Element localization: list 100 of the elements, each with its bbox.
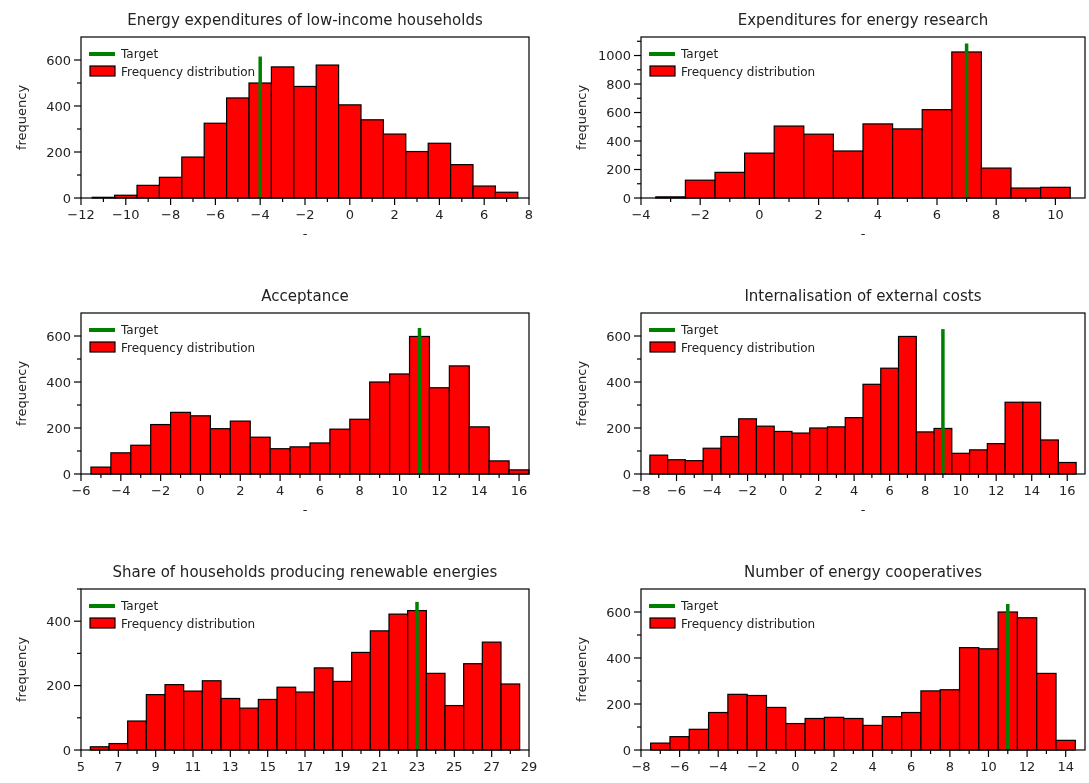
x-tick-label: 2 [236,483,245,498]
x-axis-title: - [302,502,308,517]
x-tick-label: 6 [932,207,942,222]
x-tick-label: 4 [873,207,882,222]
x-tick-label: 12 [1018,759,1036,774]
x-tick-label: 9 [151,759,160,774]
y-axis-title: frequency [14,636,29,703]
y-tick-label: 0 [62,190,71,206]
x-tick-label: −2 [690,207,710,222]
y-tick-label: 200 [606,162,631,177]
x-axis-title: - [302,226,308,241]
x-tick-label: 16 [510,483,528,498]
y-tick-label: 400 [46,98,71,114]
x-tick-label: 6 [480,207,489,222]
x-tick-label: −4 [111,483,131,498]
x-tick-label: 2 [814,483,823,498]
x-tick-label: −4 [708,759,728,774]
x-tick-label: 10 [391,483,408,498]
x-tick-label: 5 [76,759,86,774]
y-tick-label: 600 [606,604,631,620]
chart-title: Expenditures for energy research [737,11,989,29]
y-tick-label: 0 [622,466,631,482]
x-tick-label: 7 [114,759,123,774]
y-tick-label: 200 [606,420,631,436]
y-tick-label: 200 [46,144,71,160]
x-tick-label: −6 [670,759,690,774]
y-tick-label: 200 [46,420,71,436]
x-tick-label: 13 [222,759,239,774]
x-tick-label: 25 [446,759,463,774]
x-tick-label: −2 [747,759,767,774]
x-tick-label: 0 [196,483,205,498]
x-tick-label: 2 [390,207,399,222]
x-tick-label: −8 [161,207,181,222]
x-tick-label: 11 [184,759,202,774]
chart-title: Acceptance [261,287,349,305]
x-tick-label: 0 [791,759,800,774]
chart-title: Share of households producing renewable energies [112,563,498,581]
x-tick-label: −4 [631,207,651,222]
legend-label: Target [680,47,719,61]
x-tick-label: 29 [520,759,538,774]
x-tick-label: −4 [702,483,722,498]
x-tick-label: −6 [666,483,687,498]
x-tick-label: −8 [631,483,651,498]
y-axis-title: frequency [574,360,589,427]
x-tick-label: 15 [259,759,276,774]
x-tick-label: 4 [868,759,877,774]
x-tick-label: −4 [250,207,270,222]
legend-label: Target [680,323,719,337]
y-tick-label: 400 [46,374,71,390]
x-tick-label: 14 [1023,483,1040,498]
x-tick-label: −12 [67,207,95,222]
x-tick-label: 8 [921,483,930,498]
x-tick-label: 12 [987,483,1005,498]
x-tick-label: 8 [524,207,534,222]
x-tick-label: 8 [992,207,1001,222]
y-axis-title: frequency [574,84,589,151]
legend-label: Target [120,599,159,613]
x-tick-label: 0 [755,207,764,222]
y-tick-label: 400 [606,374,631,390]
chart-title: Energy expenditures of low-income households [127,11,483,29]
y-tick-label: 200 [46,678,71,694]
x-tick-label: 10 [1047,207,1064,222]
x-tick-label: 14 [470,483,488,498]
legend-label: Frequency distribution [681,341,816,355]
x-tick-label: 4 [435,207,444,222]
x-tick-label: −2 [737,483,758,498]
x-axis-title: - [860,226,866,241]
y-tick-label: 200 [606,696,631,712]
x-tick-label: 12 [431,483,448,498]
y-tick-label: 1000 [597,48,631,64]
legend-label: Target [120,323,159,337]
y-axis-title: frequency [14,84,29,151]
legend-label: Frequency distribution [681,65,816,79]
y-tick-label: 400 [606,650,631,666]
legend-label: Target [120,47,159,61]
x-tick-label: −2 [151,483,171,498]
x-tick-label: 6 [885,483,894,498]
x-tick-label: 2 [814,207,823,222]
x-tick-label: 4 [275,483,285,498]
x-tick-label: 27 [483,759,500,774]
x-tick-label: 4 [849,483,859,498]
y-tick-label: 600 [606,105,631,121]
x-tick-label: 10 [952,483,969,498]
legend-label: Frequency distribution [121,65,256,79]
x-tick-label: −8 [631,759,651,774]
x-axis-title: - [860,502,866,517]
x-tick-label: −6 [205,207,225,222]
y-axis-title: frequency [574,636,589,703]
y-tick-label: 0 [62,742,71,758]
y-tick-label: 0 [622,190,631,206]
x-tick-label: −2 [295,207,315,222]
chart-title: Number of energy cooperatives [744,563,983,581]
x-tick-label: 16 [1058,483,1076,498]
x-tick-label: 23 [408,759,426,774]
y-tick-label: 0 [62,466,71,482]
y-tick-label: 0 [622,742,631,758]
x-tick-label: 2 [829,759,839,774]
x-tick-label: 8 [355,483,364,498]
legend-label: Frequency distribution [121,617,256,631]
x-tick-label: 19 [334,759,351,774]
